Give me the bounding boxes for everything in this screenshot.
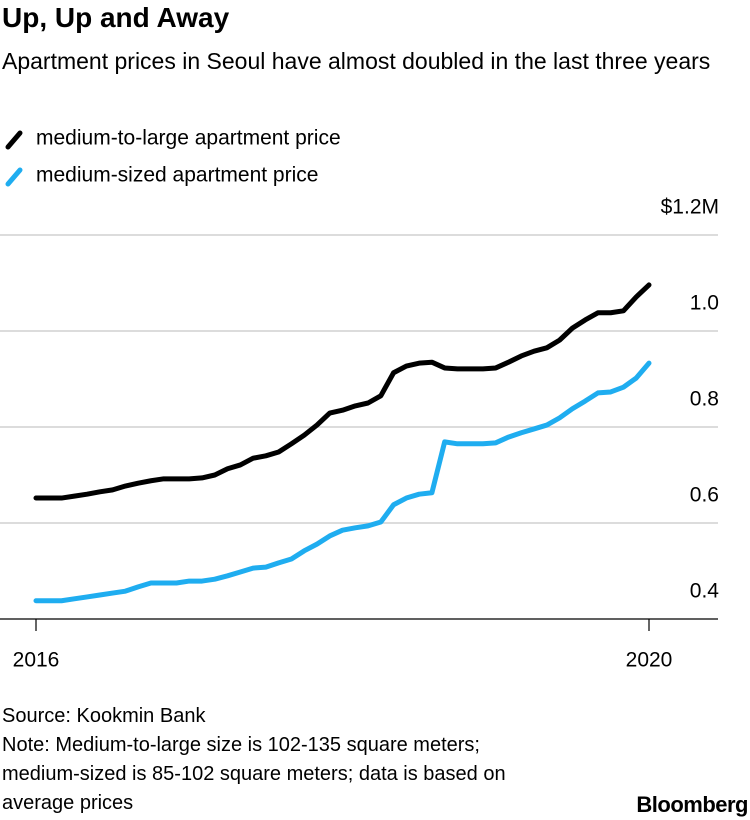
y-tick-label: $1.2M <box>661 196 719 219</box>
brand: Bloomberg <box>636 792 748 817</box>
legend-label: medium-to-large apartment price <box>36 127 341 150</box>
chart-subtitle: Apartment prices in Seoul have almost do… <box>2 48 711 74</box>
x-tick-label: 2016 <box>13 649 60 672</box>
note: Note: Medium-to-large size is 102-135 sq… <box>2 734 506 814</box>
chart: 0.4 0.6 0.8 1.0 $1.2M 2016 2020 medium-to-large… <box>0 127 720 672</box>
y-tick-label: 0.4 <box>690 580 720 603</box>
x-tick-label: 2020 <box>626 649 673 672</box>
data-line <box>33 282 652 501</box>
data-line <box>33 360 652 604</box>
y-tick-label: 0.6 <box>690 484 719 507</box>
legend-swatch <box>5 130 23 150</box>
legend-swatch <box>5 167 23 187</box>
y-tick-label: 1.0 <box>690 292 719 315</box>
chart-title: Up, Up and Away <box>2 2 230 33</box>
source: Source: Kookmin Bank <box>2 705 206 727</box>
legend-label: medium-sized apartment price <box>36 164 318 187</box>
y-tick-label: 0.8 <box>690 388 719 411</box>
